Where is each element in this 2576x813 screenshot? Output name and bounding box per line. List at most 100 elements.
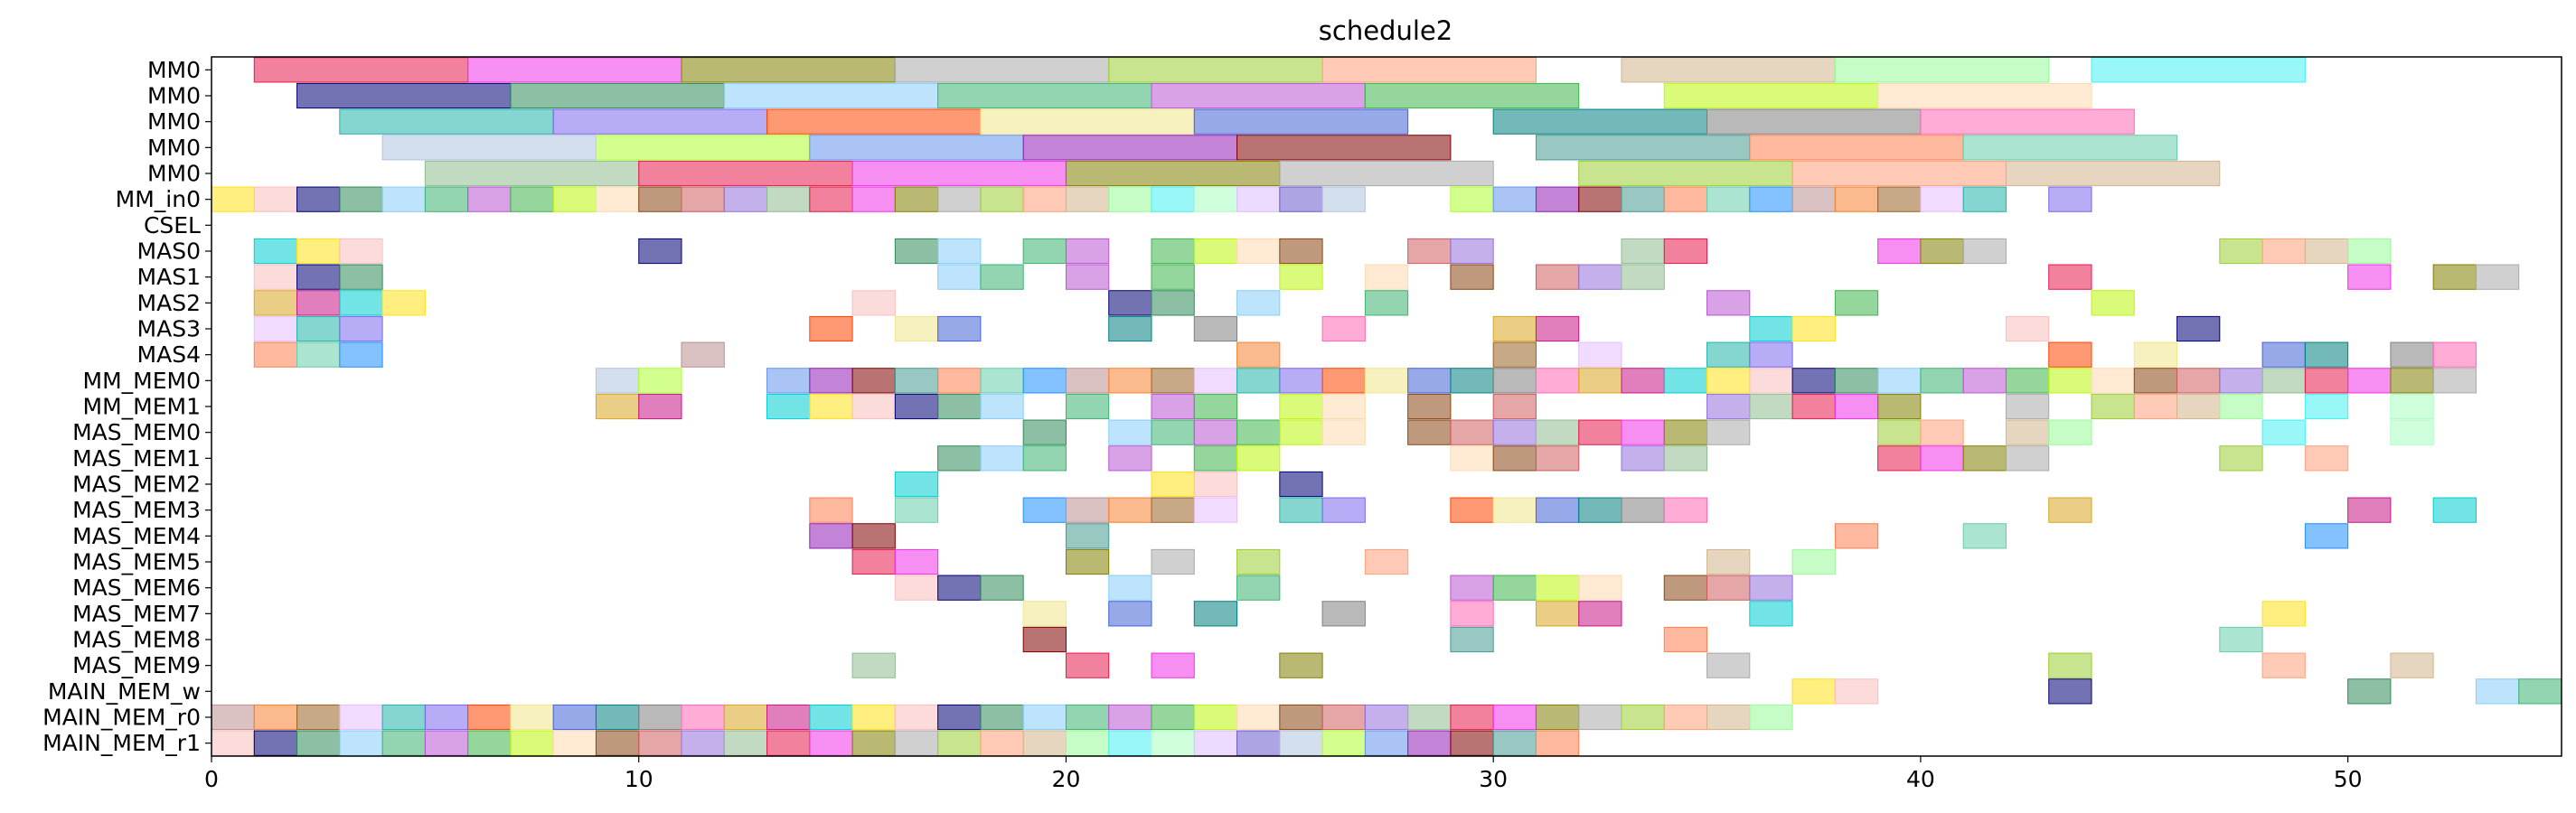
bar-mas3-14 bbox=[2176, 315, 2221, 342]
bar-mas-mem6-10 bbox=[1706, 575, 1751, 601]
bar-mas-mem1-15 bbox=[2219, 445, 2263, 472]
bar-mm0-0 bbox=[424, 160, 640, 187]
bar-main-mem-r1-23 bbox=[1193, 730, 1238, 756]
bar-mas4-2 bbox=[339, 341, 383, 368]
bar-mm0-6 bbox=[1749, 135, 1964, 161]
x-tick-label: 20 bbox=[1052, 766, 1081, 792]
bar-main-mem-r1-19 bbox=[1022, 730, 1067, 756]
y-tick-label: MAS_MEM4 bbox=[72, 523, 201, 549]
bar-mm-mem1-14 bbox=[1492, 393, 1537, 420]
bar-mm-mem0-6 bbox=[937, 368, 982, 394]
bar-mm-mem0-29 bbox=[1920, 368, 1964, 394]
bar-mas0-21 bbox=[2304, 238, 2349, 265]
bar-main-mem-r0-31 bbox=[1535, 704, 1580, 731]
bar-mm0-0 bbox=[381, 135, 597, 161]
bar-mm0-2 bbox=[851, 160, 1067, 187]
x-tick-label: 40 bbox=[1906, 766, 1935, 792]
bar-main-mem-r1-3 bbox=[339, 730, 383, 756]
bar-mas4-10 bbox=[2133, 341, 2178, 368]
bar-mm-mem1-0 bbox=[595, 393, 640, 420]
bar-mas-mem0-17 bbox=[2005, 419, 2050, 445]
bar-mas-mem7-4 bbox=[1450, 601, 1494, 627]
bar-mas1-3 bbox=[937, 264, 982, 290]
bar-mm-in0-26 bbox=[1321, 186, 1366, 212]
bar-mas4-5 bbox=[1492, 341, 1537, 368]
bar-main-mem-r0-29 bbox=[1450, 704, 1494, 731]
bar-main-mem-r1-15 bbox=[851, 730, 896, 756]
bar-main-mem-r1-16 bbox=[894, 730, 939, 756]
bar-mm0-4 bbox=[1108, 57, 1323, 83]
bar-mas-mem9-7 bbox=[2390, 652, 2434, 678]
bar-mm0-2 bbox=[809, 135, 1024, 161]
bar-mas-mem7-7 bbox=[1749, 601, 1793, 627]
y-tick-label: MM_MEM0 bbox=[83, 368, 201, 394]
bar-mm0-4 bbox=[1151, 82, 1366, 109]
bar-mas-mem8-2 bbox=[1663, 626, 1708, 653]
bar-mm0-3 bbox=[1022, 135, 1238, 161]
bar-mas-mem0-3 bbox=[1193, 419, 1238, 445]
bar-mas4-4 bbox=[1236, 341, 1281, 368]
bar-mm-in0-35 bbox=[1791, 186, 1836, 212]
bar-mm-mem1-21 bbox=[2091, 393, 2135, 420]
bar-mm-mem1-8 bbox=[1065, 393, 1110, 420]
y-tick-label: MAS_MEM6 bbox=[72, 575, 201, 601]
bar-mas-mem6-2 bbox=[980, 575, 1024, 601]
y-tick-label: MAIN_MEM_r0 bbox=[42, 705, 201, 731]
bar-mm0-4 bbox=[1193, 108, 1409, 135]
x-axis: 0 10 20 30 40 50 bbox=[204, 756, 2363, 792]
bar-mm-mem0-10 bbox=[1108, 368, 1152, 394]
bar-mm0-7 bbox=[1962, 135, 2178, 161]
bar-mas-mem9-2 bbox=[1151, 652, 1195, 678]
bar-layer bbox=[211, 57, 2562, 756]
bar-mm-in0-13 bbox=[766, 186, 811, 212]
bar-mas3-10 bbox=[1535, 315, 1580, 342]
bar-mm-mem0-32 bbox=[2048, 368, 2092, 394]
bar-main-mem-w-1 bbox=[1834, 678, 1879, 705]
bar-mas-mem6-4 bbox=[1236, 575, 1281, 601]
bar-mm-mem1-11 bbox=[1279, 393, 1323, 420]
bar-mm-mem0-30 bbox=[1962, 368, 2007, 394]
bar-mas-mem0-4 bbox=[1236, 419, 1281, 445]
bar-mm0-6 bbox=[1663, 82, 1879, 109]
bar-main-mem-w-2 bbox=[2048, 678, 2092, 705]
bar-mm-mem0-21 bbox=[1578, 368, 1622, 394]
y-tick-label: MM0 bbox=[147, 108, 201, 135]
bar-mm-mem0-4 bbox=[851, 368, 896, 394]
bar-mm-in0-36 bbox=[1834, 186, 1879, 212]
bar-mm-mem0-7 bbox=[980, 368, 1024, 394]
bar-mas2-0 bbox=[253, 290, 298, 316]
bar-mas-mem1-4 bbox=[1193, 445, 1238, 472]
bar-mm-in0-11 bbox=[681, 186, 725, 212]
bar-mas0-11 bbox=[1279, 238, 1323, 265]
bar-mm0-1 bbox=[638, 160, 853, 187]
bar-mm-mem0-27 bbox=[1834, 368, 1879, 394]
bar-mm-mem0-8 bbox=[1022, 368, 1067, 394]
bar-main-mem-r0-34 bbox=[1663, 704, 1708, 731]
bar-mm-mem0-2 bbox=[766, 368, 811, 394]
bar-mas-mem3-6 bbox=[1193, 497, 1238, 523]
bar-main-mem-r1-13 bbox=[766, 730, 811, 756]
bar-mas3-5 bbox=[937, 315, 982, 342]
bar-mm-mem0-28 bbox=[1877, 368, 1922, 394]
bar-mas2-6 bbox=[1151, 290, 1195, 316]
bar-mas-mem1-16 bbox=[2304, 445, 2349, 472]
bar-mas-mem4-5 bbox=[2304, 523, 2349, 549]
bar-mas1-0 bbox=[253, 264, 298, 290]
bar-main-mem-r0-13 bbox=[766, 704, 811, 731]
y-tick-label: MAS1 bbox=[137, 264, 201, 290]
bar-mas-mem0-13 bbox=[1663, 419, 1708, 445]
bar-mas1-16 bbox=[2475, 264, 2520, 290]
bar-mas-mem0-18 bbox=[2048, 419, 2092, 445]
bar-mas-mem1-5 bbox=[1236, 445, 1281, 472]
bar-mas3-0 bbox=[253, 315, 298, 342]
bar-mas3-8 bbox=[1321, 315, 1366, 342]
bar-mas4-8 bbox=[1749, 341, 1793, 368]
y-tick-label: MAS_MEM0 bbox=[72, 419, 201, 445]
bar-mas-mem7-0 bbox=[1022, 601, 1067, 627]
bar-mm-in0-8 bbox=[552, 186, 597, 212]
bar-mas-mem3-9 bbox=[1450, 497, 1494, 523]
bar-mm0-1 bbox=[467, 57, 682, 83]
bar-mas-mem6-3 bbox=[1108, 575, 1152, 601]
bar-mas-mem0-6 bbox=[1321, 419, 1366, 445]
bar-mas-mem4-0 bbox=[809, 523, 853, 549]
